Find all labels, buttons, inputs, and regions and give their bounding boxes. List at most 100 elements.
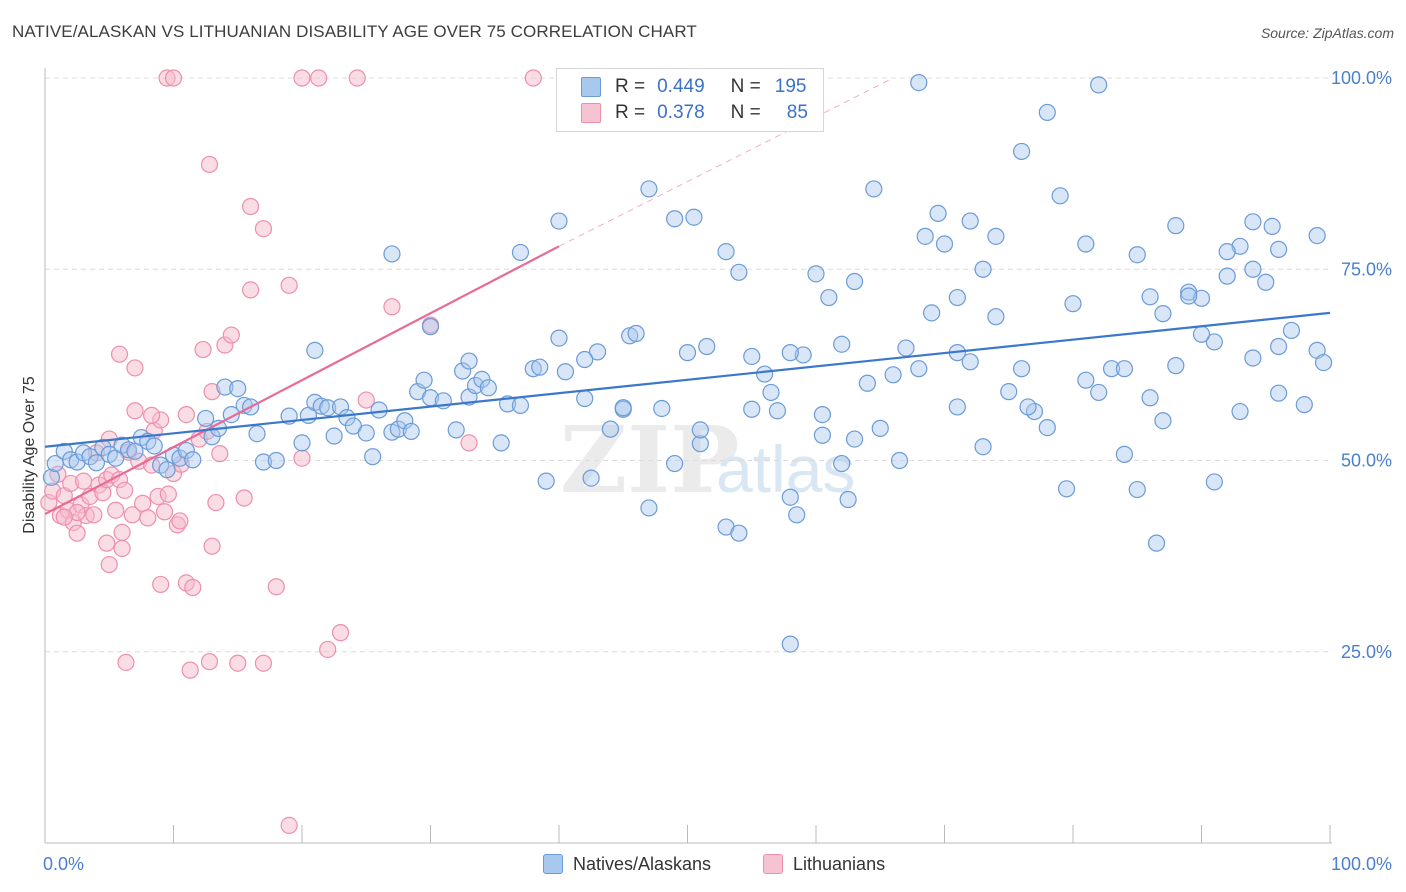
natives-point bbox=[325, 427, 343, 445]
natives-point bbox=[781, 344, 799, 362]
natives-point bbox=[94, 438, 112, 457]
natives-point bbox=[601, 420, 620, 438]
watermark-atlas: atlas bbox=[716, 432, 855, 506]
lithuanians-point bbox=[348, 69, 366, 87]
lithuanians-point bbox=[100, 555, 118, 574]
natives-point bbox=[781, 488, 799, 506]
natives-point bbox=[1057, 480, 1076, 498]
chart-title: NATIVE/ALASKAN VS LITHUANIAN DISABILITY … bbox=[12, 22, 697, 41]
natives-point bbox=[974, 438, 992, 456]
natives-point bbox=[1314, 353, 1333, 372]
natives-point bbox=[839, 490, 857, 509]
natives-point bbox=[402, 422, 420, 441]
stats-row-natives: R = 0.449 N = 195 bbox=[581, 75, 806, 99]
natives-point bbox=[1147, 534, 1166, 552]
natives-point bbox=[319, 399, 337, 417]
natives-point bbox=[1077, 235, 1095, 253]
natives-point bbox=[576, 389, 594, 408]
tick-labels: 25.0% 50.0% 75.0% 100.0% 0.0% 100.0% bbox=[43, 68, 1392, 874]
natives-point bbox=[974, 260, 992, 278]
lithuanians-point bbox=[55, 508, 73, 526]
lithuanians-point bbox=[74, 472, 93, 490]
lithuanians-point bbox=[383, 298, 401, 316]
natives-point bbox=[415, 371, 433, 389]
lithuanians-point bbox=[242, 281, 260, 299]
natives-point bbox=[948, 398, 966, 416]
trend-lines bbox=[44, 77, 1331, 516]
natives-point bbox=[698, 337, 716, 356]
natives-point bbox=[1244, 349, 1262, 367]
natives-point bbox=[858, 374, 877, 392]
natives-point bbox=[119, 441, 138, 459]
natives-point bbox=[1167, 357, 1185, 375]
natives-point bbox=[884, 366, 902, 384]
natives-point bbox=[640, 499, 658, 517]
lithuanians-point bbox=[117, 653, 135, 672]
y-tick-label: 50.0% bbox=[1341, 451, 1392, 471]
natives-point bbox=[229, 379, 247, 398]
natives-point bbox=[158, 461, 176, 479]
lithuanians-point bbox=[113, 523, 131, 542]
natives-point bbox=[1269, 240, 1288, 258]
legend-item-natives[interactable]: Natives/Alaskans bbox=[543, 852, 711, 876]
natives-point bbox=[1308, 226, 1326, 245]
natives-point bbox=[653, 399, 671, 418]
lithuanians-point bbox=[155, 503, 174, 521]
natives-point bbox=[935, 235, 954, 253]
lithuanians-point bbox=[280, 816, 298, 835]
lithuanians-point bbox=[242, 197, 260, 216]
natives-point bbox=[126, 442, 144, 460]
natives-point bbox=[865, 180, 883, 198]
n-label: N = bbox=[730, 102, 761, 123]
stats-legend: R = 0.449 N = 195 R = 0.378 N = 85 bbox=[556, 68, 824, 132]
natives-points bbox=[42, 73, 1333, 653]
natives-point bbox=[537, 472, 555, 490]
r-label: R = bbox=[615, 76, 646, 97]
legend-item-lithuanians[interactable]: Lithuanians bbox=[763, 852, 885, 876]
natives-point bbox=[666, 210, 684, 228]
natives-point bbox=[1269, 384, 1288, 402]
natives-point bbox=[627, 324, 645, 343]
natives-point bbox=[447, 421, 465, 439]
natives-point bbox=[666, 454, 684, 473]
natives-point bbox=[479, 379, 497, 397]
lithuanians-point bbox=[229, 654, 247, 672]
natives-point bbox=[691, 435, 709, 453]
lithuanians-point bbox=[113, 539, 131, 558]
natives-point bbox=[460, 352, 478, 370]
natives-point bbox=[177, 441, 195, 460]
lithuanians-point bbox=[107, 501, 125, 519]
lithuanians-point bbox=[159, 485, 177, 503]
natives-point bbox=[1192, 289, 1211, 307]
natives-point bbox=[550, 329, 568, 347]
natives-point bbox=[961, 212, 979, 230]
natives-point bbox=[1218, 243, 1236, 261]
natives-point bbox=[556, 363, 575, 381]
natives-point bbox=[531, 358, 549, 376]
natives-r-value: 0.449 bbox=[657, 76, 705, 97]
natives-point bbox=[691, 421, 709, 439]
n-label: N = bbox=[730, 76, 761, 97]
x-tick-label: 100.0% bbox=[1331, 854, 1392, 874]
grid bbox=[45, 77, 1330, 653]
lithuanians-point bbox=[267, 578, 285, 596]
natives-point bbox=[550, 212, 568, 230]
natives-point bbox=[1218, 267, 1236, 285]
lithuanians-point bbox=[357, 391, 375, 409]
lithuanians-point bbox=[134, 494, 152, 512]
lithuanians-point bbox=[116, 481, 134, 499]
natives-point bbox=[1038, 419, 1056, 437]
natives-point bbox=[916, 227, 934, 245]
natives-n-value: 195 bbox=[774, 76, 807, 97]
natives-point bbox=[910, 73, 928, 92]
natives-point bbox=[576, 350, 594, 369]
natives-point bbox=[1282, 321, 1301, 340]
natives-point bbox=[511, 396, 530, 415]
lithuanians-point bbox=[126, 359, 144, 377]
natives-point bbox=[492, 434, 510, 452]
lithuanians-point bbox=[152, 575, 170, 594]
natives-point bbox=[267, 451, 285, 470]
lithuanians-point bbox=[319, 640, 337, 659]
natives-point bbox=[717, 243, 735, 261]
natives-point bbox=[1012, 360, 1031, 378]
